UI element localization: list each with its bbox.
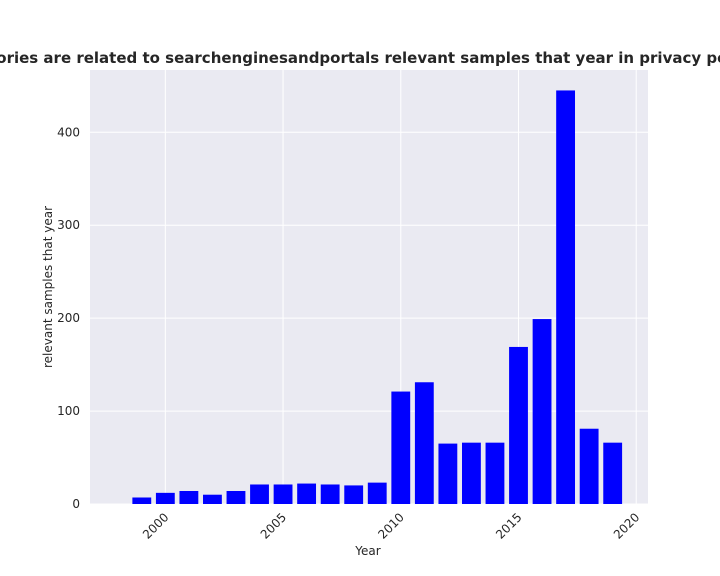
bar-2018 <box>579 428 599 504</box>
bar-2008 <box>344 485 364 504</box>
x-tick-label: 2005 <box>258 510 289 541</box>
bar-2017 <box>556 90 576 504</box>
bar-2004 <box>250 484 269 504</box>
y-tick-label: 200 <box>57 311 80 325</box>
y-tick-label: 400 <box>57 125 80 139</box>
plot-area <box>90 70 648 504</box>
bar-2016 <box>532 319 552 504</box>
bar-2002 <box>203 494 222 504</box>
bar-2019 <box>603 442 623 504</box>
bar-2012 <box>438 443 458 504</box>
bars <box>132 90 623 504</box>
x-axis-label: Year <box>354 544 380 558</box>
y-axis-label: relevant samples that year <box>41 206 55 368</box>
bar-2007 <box>320 484 340 504</box>
bar-2003 <box>226 490 246 504</box>
bar-2015 <box>509 346 528 504</box>
x-tick-label: 2020 <box>611 510 642 541</box>
bar-2005 <box>273 484 293 504</box>
bar-2009 <box>367 482 387 504</box>
bar-2011 <box>414 382 434 504</box>
y-tick-label: 0 <box>72 497 80 511</box>
bar-2001 <box>179 490 199 504</box>
bar-2000 <box>155 492 175 504</box>
bar-2010 <box>391 391 411 504</box>
bar-2006 <box>297 483 317 504</box>
x-tick-label: 2015 <box>493 510 524 541</box>
bar-2014 <box>485 442 505 504</box>
bar-1999 <box>132 497 152 504</box>
y-tick-label: 100 <box>57 404 80 418</box>
bar-2013 <box>462 442 481 504</box>
x-tick-label: 2010 <box>375 510 406 541</box>
x-tick-label: 2000 <box>140 510 171 541</box>
chart-title: categories are related to searchenginesa… <box>0 49 720 67</box>
y-tick-label: 300 <box>57 218 80 232</box>
